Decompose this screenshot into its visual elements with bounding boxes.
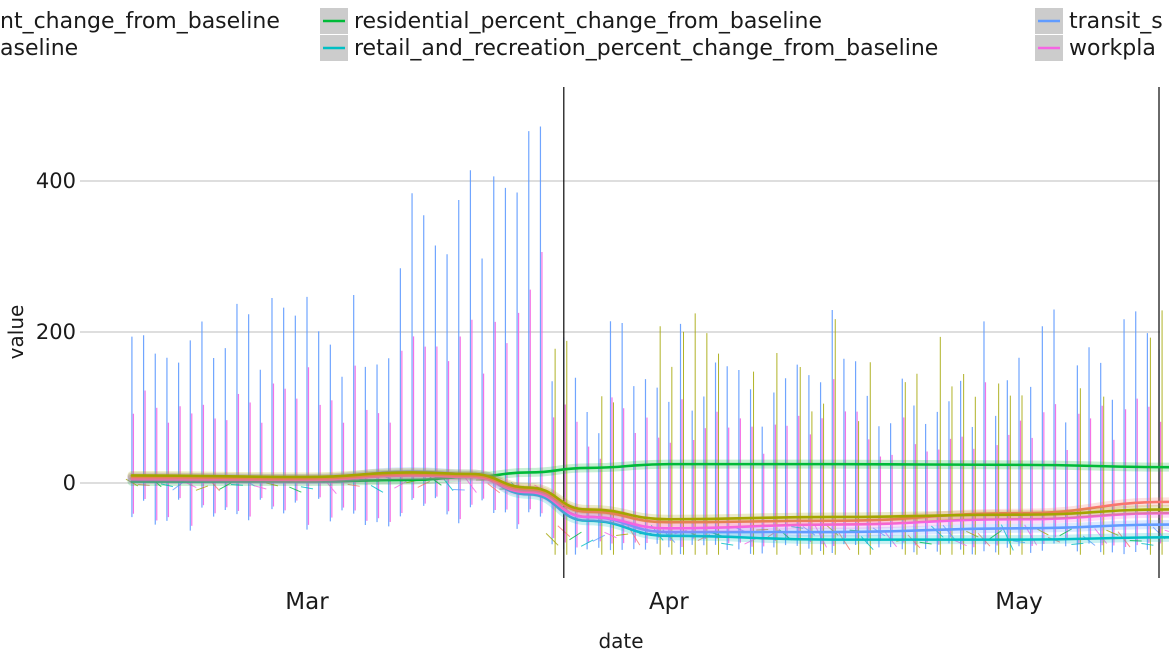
legend-label: nt_change_from_baseline [0, 9, 280, 34]
spike-line [919, 541, 932, 545]
y-axis-ticks: 0 200 400 [36, 169, 76, 495]
spike-line [1164, 529, 1169, 532]
spike-line [195, 485, 209, 491]
gridlines [80, 180, 1160, 484]
spike-line [721, 542, 734, 546]
spike-line [954, 539, 967, 547]
spike-line [230, 484, 243, 486]
spike-line [907, 534, 921, 549]
spike-line [814, 524, 828, 548]
y-axis-title: value [4, 305, 28, 360]
legend-label: aseline [0, 36, 78, 61]
series-line [130, 462, 1169, 483]
y-tick-label: 0 [63, 471, 76, 495]
spike-line [1141, 542, 1154, 546]
vertical-reference-lines [563, 87, 1160, 578]
spike-line [942, 524, 956, 540]
spike-line [1036, 528, 1049, 536]
spike-line [452, 488, 465, 491]
spike-line [1094, 528, 1108, 544]
spike-line [417, 480, 430, 488]
x-tick-label: Apr [649, 589, 689, 615]
spike-line [825, 524, 839, 536]
spike-line [300, 486, 314, 490]
spike-line [1012, 540, 1026, 544]
spike-line [580, 539, 594, 547]
x-axis-title: date [598, 629, 643, 653]
spike-line [370, 484, 384, 493]
spike-line [966, 530, 979, 538]
spike-line [289, 486, 302, 493]
spike-line [1106, 529, 1119, 536]
spike-line [989, 529, 1002, 540]
spike-line [1117, 531, 1131, 548]
spike-line [1071, 542, 1084, 546]
spike-line [219, 482, 232, 490]
x-tick-label: May [995, 589, 1043, 615]
y-tick-label: 400 [36, 169, 76, 193]
legend-label: workpla [1069, 36, 1156, 61]
series-line [130, 474, 1169, 530]
spike-line [744, 537, 757, 545]
series-lines [127, 459, 1169, 545]
spike-line [791, 526, 804, 529]
series-band [127, 467, 1169, 524]
spike-line [545, 533, 559, 546]
spike-line [604, 531, 617, 539]
y-tick-label: 200 [36, 320, 76, 344]
spike-line [137, 483, 150, 486]
spike-line [756, 528, 769, 531]
x-tick-label: Mar [285, 589, 329, 615]
spike-line [160, 483, 174, 488]
legend-label: retail_and_recreation_percent_change_fro… [354, 36, 938, 61]
legend-label: residential_percent_change_from_baseline [354, 9, 822, 34]
spike-line [254, 485, 267, 490]
daily-spikes [125, 126, 1169, 555]
series-line [130, 471, 1169, 521]
spike-line [265, 482, 279, 487]
spike-line [464, 476, 477, 493]
legend-label: transit_s [1069, 9, 1163, 34]
spike-line [394, 480, 407, 489]
spike-line [592, 534, 606, 542]
spike-line [616, 533, 629, 537]
spike-line [569, 531, 582, 541]
spike-line [487, 483, 501, 494]
spike-line [1059, 528, 1072, 537]
x-axis-ticks: Mar Apr May [285, 589, 1042, 615]
spike-line [347, 483, 360, 487]
spike-line [930, 525, 944, 538]
